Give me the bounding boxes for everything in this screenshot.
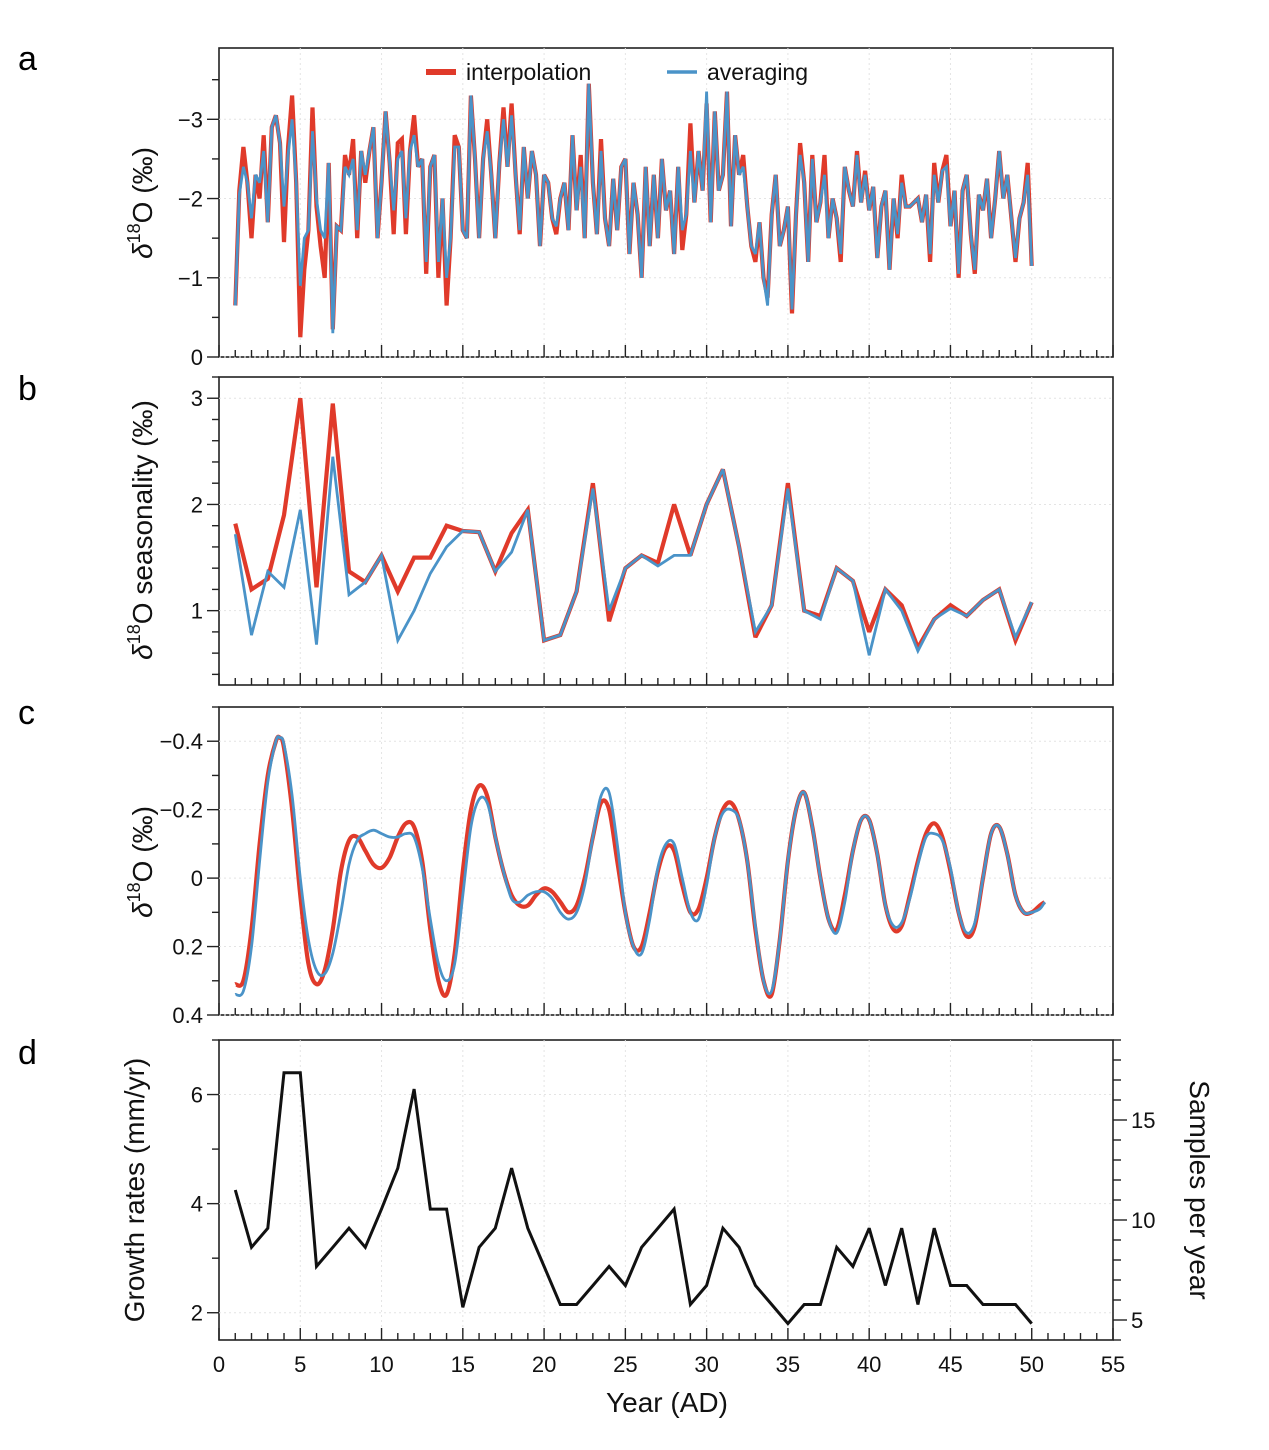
x-axis-label: Year (AD) [606,1387,728,1418]
panel-c-ylabel: δ18O (‰) [124,806,158,918]
panel-b: 1 2 3 [191,376,1114,686]
panel-d: 0 5 10 15 20 25 30 35 40 45 50 55 2 4 6 5 10 15 [191,1039,1155,1377]
plot-frame [218,706,1114,1016]
x-tick-label: 15 [451,1352,475,1377]
x-tick-label: 55 [1101,1352,1125,1377]
y-tick-label: 0.4 [172,1003,203,1028]
y-tick-label: −2 [178,187,203,212]
y-tick-label: −0.2 [160,798,203,823]
series-line-averaging [233,456,1033,656]
panel-a-ylabel: δ18O (‰) [124,147,158,259]
y-tick-label: 0.2 [172,935,203,960]
y-tick-label: 2 [191,492,203,517]
x-tick-label: 45 [938,1352,962,1377]
legend-label-averaging: averaging [707,59,808,85]
x-tick-label: 25 [613,1352,637,1377]
x-tick-label: 50 [1019,1352,1043,1377]
panel-letter-a: a [18,40,37,78]
panel-a: 0 −1 −2 −3 [178,47,1114,370]
y-tick-label: −3 [178,107,203,132]
y-right-tick-label: 10 [1131,1208,1155,1233]
y-tick-label: 0 [191,345,203,370]
panel-letter-b: b [18,370,37,408]
x-tick-label: 10 [369,1352,393,1377]
panel-letter-c: c [18,694,35,732]
series-line-growth-rate [233,1071,1033,1326]
plot-frame [218,1039,1114,1341]
y-tick-label: 0 [191,866,203,891]
series-line-interpolation [234,734,1046,999]
y-tick-label: −0.4 [160,729,203,754]
panel-c: 0.4 0.2 0 −0.2 −0.4 [160,706,1114,1028]
plot-frame [218,376,1114,686]
x-tick-label: 35 [776,1352,800,1377]
legend: interpolation averaging [426,59,808,85]
series-line-averaging [233,83,1034,334]
y-right-tick-label: 5 [1131,1308,1143,1333]
x-tick-label: 30 [694,1352,718,1377]
y-tick-label: 4 [191,1192,203,1217]
y-right-tick-label: 15 [1131,1108,1155,1133]
x-tick-label: 40 [857,1352,881,1377]
x-tick-label: 20 [532,1352,556,1377]
legend-label-interpolation: interpolation [466,59,591,85]
y-tick-label: 2 [191,1301,203,1326]
series-line-averaging [234,735,1046,997]
panel-b-ylabel: δ18O seasonality (‰) [124,400,158,660]
y-tick-label: 6 [191,1083,203,1108]
x-tick-label: 0 [213,1352,225,1377]
panel-d-ylabel-right: Samples per year [1184,1080,1215,1299]
panel-letter-d: d [18,1034,37,1072]
y-tick-label: −1 [178,266,203,291]
y-tick-label: 3 [191,386,203,411]
panel-d-ylabel: Growth rates (mm/yr) [119,1058,150,1322]
x-tick-label: 5 [294,1352,306,1377]
y-tick-label: 1 [191,599,203,624]
